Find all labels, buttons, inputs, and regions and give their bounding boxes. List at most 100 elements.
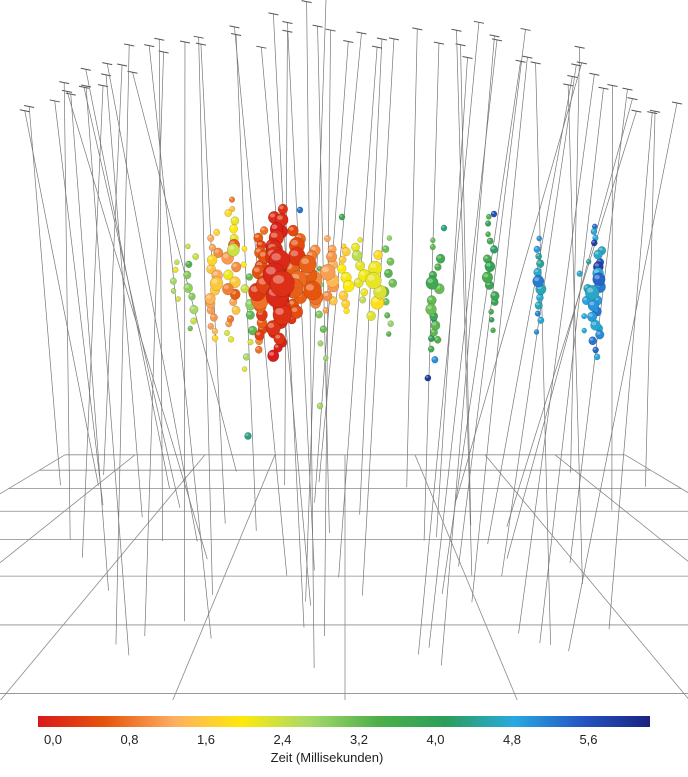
string-top-marker <box>343 40 354 44</box>
hit-sphere <box>227 243 240 257</box>
hit-sphere-highlight <box>491 292 496 296</box>
hit-sphere <box>169 277 177 285</box>
hit-sphere-highlight <box>429 336 432 339</box>
hit-sphere <box>430 320 441 331</box>
hit-sphere <box>289 305 304 319</box>
grid-line <box>414 454 518 700</box>
colorbar-tick-label: 3,2 <box>350 732 368 747</box>
string-line <box>487 76 573 545</box>
hit-sphere-highlight <box>594 251 599 255</box>
colorbar: 0,0 0,8 1,6 2,4 3,2 4,0 4,8 5,6 Zeit (Milliseku… <box>38 716 650 765</box>
hit-sphere-highlight <box>193 254 197 257</box>
hit-sphere-highlight <box>257 241 262 246</box>
hit-sphere <box>316 402 324 410</box>
string-line <box>460 44 472 526</box>
hit-sphere <box>317 340 324 347</box>
hit-sphere <box>326 250 338 263</box>
hit-sphere <box>319 325 328 334</box>
hit-sphere-highlight <box>256 347 260 350</box>
hit-sphere-highlight <box>593 347 597 350</box>
hit-sphere <box>590 319 601 331</box>
hit-sphere-highlight <box>577 271 581 274</box>
string-top-marker <box>473 20 485 24</box>
hit-sphere <box>338 290 349 301</box>
hit-sphere-highlight <box>594 354 598 357</box>
hit-sphere <box>223 269 234 281</box>
string-top-marker <box>80 84 92 88</box>
hit-sphere <box>244 432 252 440</box>
hit-sphere <box>588 336 597 346</box>
string-line <box>144 51 164 637</box>
hit-sphere <box>534 301 543 310</box>
hit-sphere-highlight <box>358 238 361 240</box>
hit-sphere-highlight <box>535 311 539 314</box>
hit-sphere-highlight <box>589 338 594 341</box>
string-top-marker <box>530 61 541 65</box>
string-top-marker <box>647 111 658 115</box>
string-line <box>361 38 395 596</box>
string-top-marker <box>515 59 526 63</box>
hit-sphere <box>296 206 304 214</box>
hit-sphere-highlight <box>428 346 432 350</box>
hit-sphere-highlight <box>386 332 390 335</box>
hit-sphere <box>434 263 442 271</box>
hit-sphere-highlight <box>387 258 392 262</box>
hit-sphere <box>241 245 248 252</box>
hit-sphere <box>435 253 446 264</box>
hit-sphere <box>533 245 541 254</box>
hit-sphere <box>209 313 218 322</box>
hit-sphere <box>190 317 198 325</box>
hit-sphere-highlight <box>385 270 390 274</box>
hit-sphere <box>213 247 224 259</box>
string-top-marker <box>489 34 500 38</box>
hit-sphere-highlight <box>370 263 377 269</box>
string-line <box>471 57 528 603</box>
hit-sphere-highlight <box>484 256 488 259</box>
hit-sphere-highlight <box>534 247 538 250</box>
string-top-marker <box>256 45 267 49</box>
colorbar-tick-label: 1,6 <box>197 732 215 747</box>
hit-sphere-highlight <box>360 297 364 300</box>
hit-sphere <box>373 284 388 300</box>
hit-sphere-highlight <box>222 253 229 259</box>
hit-sphere-highlight <box>323 308 327 311</box>
hit-sphere <box>207 322 214 330</box>
hit-sphere-highlight <box>267 322 275 328</box>
string-line <box>418 22 480 655</box>
string-line <box>518 74 595 634</box>
hit-sphere <box>204 292 216 305</box>
hit-sphere-highlight <box>489 309 492 312</box>
hit-sphere-highlight <box>339 214 343 217</box>
hit-sphere-highlight <box>291 307 298 312</box>
hit-sphere <box>303 280 322 301</box>
colorbar-tick-label: 4,8 <box>503 732 521 747</box>
hit-sphere <box>590 239 598 247</box>
hit-sphere <box>228 196 236 203</box>
hit-sphere-highlight <box>186 261 190 265</box>
string-line <box>570 47 580 473</box>
hit-sphere <box>208 243 217 252</box>
string-top-marker <box>574 45 585 49</box>
hit-sphere <box>425 303 437 316</box>
hit-sphere-highlight <box>594 274 600 280</box>
hit-sphere <box>188 292 196 301</box>
string-top-marker <box>576 61 587 65</box>
hit-sphere-highlight <box>372 297 379 303</box>
hit-sphere-highlight <box>486 262 491 267</box>
hit-sphere <box>319 264 336 281</box>
hit-sphere <box>490 327 496 334</box>
string-top-marker <box>65 92 76 96</box>
hit-sphere <box>213 228 221 236</box>
string-line <box>436 57 468 538</box>
hit-sphere <box>357 237 363 243</box>
string-line <box>441 61 521 594</box>
hit-sphere-highlight <box>485 221 489 224</box>
hit-sphere <box>192 253 200 261</box>
hit-sphere-highlight <box>323 356 327 359</box>
hit-sphere <box>226 315 235 323</box>
hit-sphere-highlight <box>289 226 294 231</box>
string-line <box>85 69 170 489</box>
string-top-marker <box>598 86 609 90</box>
hit-sphere-highlight <box>537 236 540 239</box>
hit-sphere <box>576 270 583 277</box>
